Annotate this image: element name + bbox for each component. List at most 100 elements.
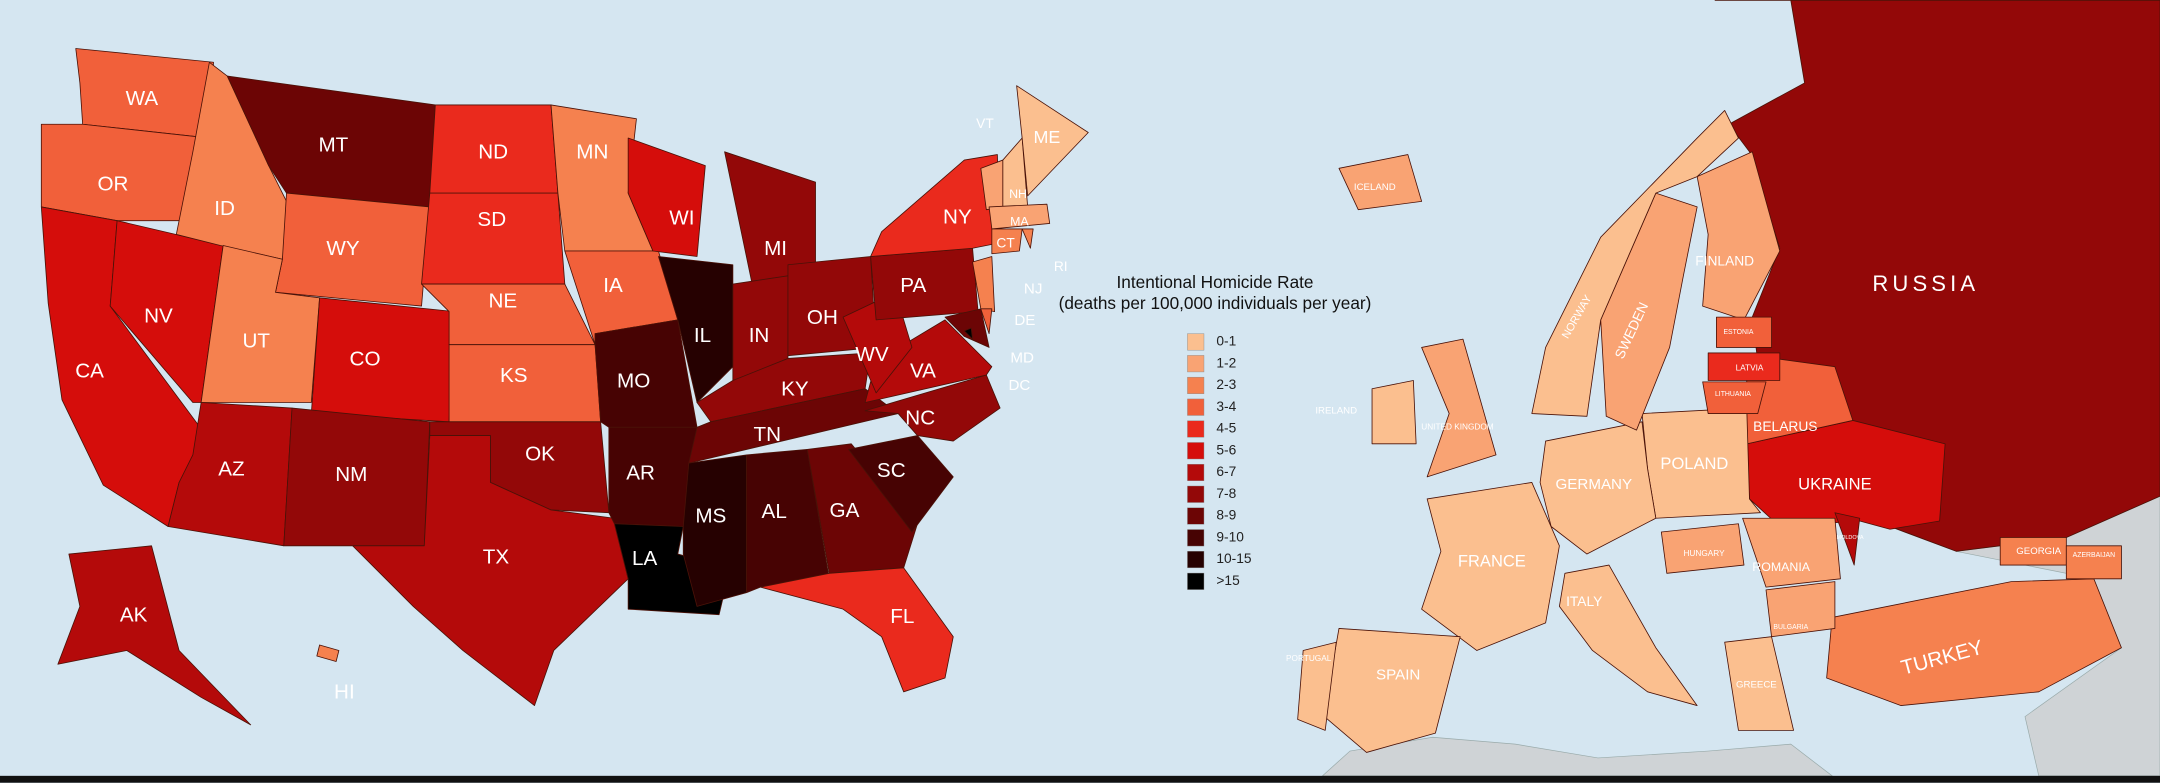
- region-label: ITALY: [1566, 594, 1602, 609]
- region-label: NJ: [1024, 281, 1043, 298]
- region-label: OH: [807, 306, 838, 329]
- region: [1746, 420, 1946, 530]
- region-label: UNITED KINGDOM: [1421, 423, 1494, 432]
- legend-swatch: [1187, 355, 1205, 373]
- region-label: IA: [603, 274, 623, 297]
- legend-label: 8-9: [1216, 508, 1236, 523]
- legend: 0-1 1-2 2-3 3-4 4-5 5-6 6-7 7-8 8-9 9-10 10-15 >15: [1187, 333, 1252, 590]
- labels: WA OR CA NV ID MT WY UT CO AZ NM ND SD NE KS OK TX MN IA MO…: [75, 87, 2115, 704]
- region-label: KS: [500, 364, 528, 387]
- region-label: WA: [126, 87, 159, 110]
- legend-label: 9-10: [1216, 529, 1244, 544]
- region-label: AR: [626, 462, 655, 485]
- region: [421, 192, 566, 285]
- region: [759, 567, 954, 693]
- region-label: NM: [335, 463, 367, 486]
- region: [352, 435, 629, 706]
- region-label: VA: [910, 360, 936, 383]
- region-label: FINLAND: [1695, 254, 1754, 269]
- region-label: NV: [144, 305, 173, 328]
- legend-label: 2-3: [1216, 377, 1236, 392]
- region: [1724, 636, 1794, 731]
- region: [980, 308, 993, 335]
- region-label: SD: [477, 208, 506, 231]
- region: [1826, 578, 2122, 706]
- region-label: WI: [669, 207, 694, 230]
- region-label: WV: [855, 343, 888, 366]
- region: [1600, 192, 1698, 431]
- region-label: MI: [764, 237, 787, 260]
- region-label: IL: [694, 324, 711, 347]
- region-label: LITHUANIA: [1715, 391, 1751, 398]
- region: [1660, 523, 1745, 574]
- region: [972, 256, 996, 313]
- region-label: VT: [976, 116, 994, 131]
- region-label: HI: [334, 681, 355, 704]
- region-label: PA: [900, 274, 926, 297]
- region: [316, 644, 340, 662]
- region-label: AZ: [218, 457, 244, 480]
- region: [1421, 338, 1497, 478]
- region-label: MD: [1010, 349, 1034, 366]
- region-label: UT: [242, 329, 270, 352]
- region-label: GREECE: [1736, 679, 1777, 690]
- region: [963, 327, 973, 340]
- legend-label: 10-15: [1216, 551, 1252, 566]
- region-label: AZERBAIJAN: [2073, 552, 2115, 559]
- region: [1539, 421, 1657, 555]
- region: [682, 454, 748, 607]
- region-label: DE: [1014, 312, 1035, 329]
- region-label: MS: [695, 504, 726, 527]
- region: [310, 297, 456, 423]
- legend-swatch: [1187, 507, 1205, 525]
- region-label: LATVIA: [1736, 363, 1764, 372]
- region-label: OR: [97, 172, 128, 195]
- legend-swatch: [1187, 572, 1205, 590]
- region-label: UKRAINE: [1798, 475, 1871, 494]
- region-label: NY: [943, 205, 972, 228]
- region-label: AK: [120, 603, 148, 626]
- region: [1421, 482, 1560, 651]
- region: [988, 203, 1051, 230]
- region-label: HUNGARY: [1683, 549, 1725, 558]
- region: [864, 319, 993, 403]
- region: [57, 545, 252, 726]
- region-label: SPAIN: [1376, 666, 1420, 683]
- region: [275, 192, 431, 307]
- region-label: DC: [1008, 377, 1030, 394]
- region-label: ID: [214, 197, 235, 220]
- region: [1531, 110, 1739, 417]
- region-label: FRANCE: [1458, 552, 1526, 571]
- region: [1716, 316, 1772, 348]
- region: [1338, 154, 1423, 211]
- region: [1834, 512, 1861, 566]
- regions: [40, 0, 2160, 753]
- legend-swatch: [1187, 551, 1205, 569]
- region: [1702, 381, 1767, 414]
- region-label: GA: [830, 499, 860, 522]
- legend-label: 4-5: [1216, 421, 1236, 436]
- region: [1021, 228, 1034, 249]
- legend-swatch: [1187, 333, 1205, 351]
- region-label: WY: [326, 237, 359, 260]
- legend-swatch: [1187, 442, 1205, 460]
- region: [991, 228, 1023, 255]
- region-label: MA: [1010, 214, 1029, 228]
- legend-subtitle: (deaths per 100,000 individuals per year…: [1059, 293, 1372, 313]
- region-label: NC: [905, 407, 935, 430]
- region-label: POLAND: [1660, 454, 1728, 473]
- region-label: CO: [350, 347, 381, 370]
- region: [1742, 517, 1841, 588]
- legend-label: >15: [1216, 573, 1240, 588]
- region-label: ESTONIA: [1723, 329, 1753, 336]
- region-label: AL: [762, 500, 787, 523]
- region: [806, 443, 918, 574]
- region-label: ME: [1034, 127, 1061, 147]
- region-label: MOLDOVA: [1836, 535, 1863, 541]
- region-label: RI: [1054, 259, 1068, 274]
- legend-swatch: [1187, 420, 1205, 438]
- region: [1371, 380, 1417, 445]
- region-label: MO: [617, 369, 650, 392]
- region-label: ROMANIA: [1752, 560, 1811, 574]
- legend-label: 3-4: [1216, 399, 1236, 414]
